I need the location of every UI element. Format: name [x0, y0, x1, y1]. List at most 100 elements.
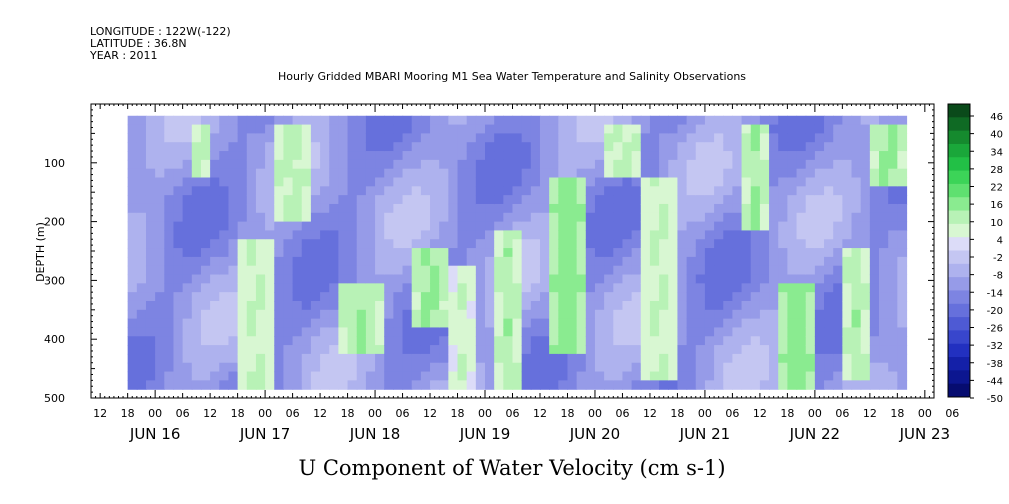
colorbar-swatch [948, 250, 970, 265]
heatmap-cell [805, 186, 816, 196]
heatmap-cell [338, 353, 349, 364]
heatmap-cell [732, 380, 743, 390]
heatmap-cell [677, 151, 688, 161]
heatmap-cell [173, 168, 184, 179]
heatmap-cell [558, 168, 569, 179]
heatmap-cell [457, 345, 468, 355]
heatmap-cell [466, 142, 477, 152]
heatmap-cell [338, 256, 349, 267]
heatmap-cell [741, 230, 752, 240]
heatmap-cell [769, 124, 779, 134]
heatmap-cell [200, 318, 211, 329]
heatmap-cell [897, 186, 908, 196]
heatmap-cell [191, 300, 202, 311]
heatmap-cell [210, 124, 220, 134]
heatmap-cell [127, 353, 138, 364]
heatmap-cell [704, 142, 715, 152]
heatmap-cell [604, 327, 614, 337]
heatmap-cell [200, 345, 211, 355]
heatmap-cell [136, 221, 147, 232]
heatmap-cell [686, 274, 697, 284]
heatmap-cell [576, 274, 587, 284]
heatmap-cell [723, 353, 734, 364]
heatmap-cell [631, 124, 642, 134]
heatmap-cell [127, 380, 138, 390]
heatmap-cell [539, 292, 550, 302]
heatmap-cell [448, 177, 459, 187]
heatmap-cell [787, 212, 798, 223]
heatmap-cell [283, 256, 294, 267]
heatmap-cell [796, 151, 807, 161]
heatmap-cell [155, 177, 165, 187]
heatmap-cell [182, 239, 193, 249]
heatmap-cell [393, 142, 404, 152]
heatmap-cell [539, 186, 550, 196]
colorbar-swatch [948, 357, 970, 371]
heatmap-cell [851, 168, 862, 179]
heatmap-cell [897, 336, 908, 346]
heatmap-cell [338, 371, 349, 381]
heatmap-cell [475, 353, 486, 364]
heatmap-cell [265, 327, 275, 337]
heatmap-cell [136, 142, 147, 152]
heatmap-cell [393, 380, 404, 390]
heatmap-cell [842, 221, 853, 232]
heatmap-cell [622, 300, 633, 311]
heatmap-cell [732, 168, 743, 179]
heatmap-cell [191, 362, 202, 373]
heatmap-cell [677, 177, 688, 187]
heatmap-cell [869, 168, 880, 179]
heatmap-cell [567, 212, 578, 223]
heatmap-cell [778, 318, 788, 329]
heatmap-cell [778, 221, 788, 232]
heatmap-cell [539, 133, 550, 143]
heatmap-cell [805, 177, 816, 187]
heatmap-cell [741, 283, 752, 293]
heatmap-cell [649, 142, 660, 152]
heatmap-cell [329, 318, 339, 329]
heatmap-cell [329, 168, 339, 179]
heatmap-cell [585, 212, 596, 223]
heatmap-cell [778, 177, 788, 187]
heatmap-cell [704, 133, 715, 143]
heatmap-cell [127, 212, 138, 223]
heatmap-cell [897, 203, 908, 214]
heatmap-cell [613, 256, 624, 267]
heatmap-cell [164, 203, 175, 214]
heatmap-cell [237, 345, 248, 355]
heatmap-cell [384, 221, 394, 232]
colorbar-swatch [948, 330, 970, 345]
heatmap-cell [439, 168, 449, 179]
heatmap-cell [237, 371, 248, 381]
heatmap-cell [558, 345, 569, 355]
heatmap-cell [301, 151, 312, 161]
heatmap-cell [384, 248, 394, 258]
heatmap-cell [219, 274, 230, 284]
heatmap-cell [127, 203, 138, 214]
heatmap-cell [741, 151, 752, 161]
heatmap-cell [292, 309, 303, 320]
heatmap-cell [622, 345, 633, 355]
heatmap-cell [274, 380, 285, 390]
heatmap-cell [695, 168, 706, 179]
x-hour-tick-label: 18 [341, 407, 355, 420]
heatmap-cell [155, 142, 165, 152]
heatmap-cell [292, 195, 303, 205]
heatmap-cell [879, 256, 889, 267]
heatmap-cell [420, 353, 431, 364]
heatmap-cell [228, 300, 239, 311]
heatmap-cell [466, 151, 477, 161]
heatmap-cell [704, 380, 715, 390]
heatmap-cell [439, 133, 449, 143]
heatmap-cell [585, 380, 596, 390]
heatmap-cell [723, 230, 734, 240]
heatmap-cell [320, 168, 330, 179]
heatmap-cell [695, 159, 706, 170]
heatmap-cell [622, 142, 633, 152]
heatmap-cell [191, 345, 202, 355]
heatmap-cell [164, 115, 175, 126]
heatmap-cell [860, 159, 871, 170]
heatmap-cell [613, 142, 624, 152]
heatmap-cell [365, 336, 376, 346]
heatmap-cell [402, 318, 413, 329]
